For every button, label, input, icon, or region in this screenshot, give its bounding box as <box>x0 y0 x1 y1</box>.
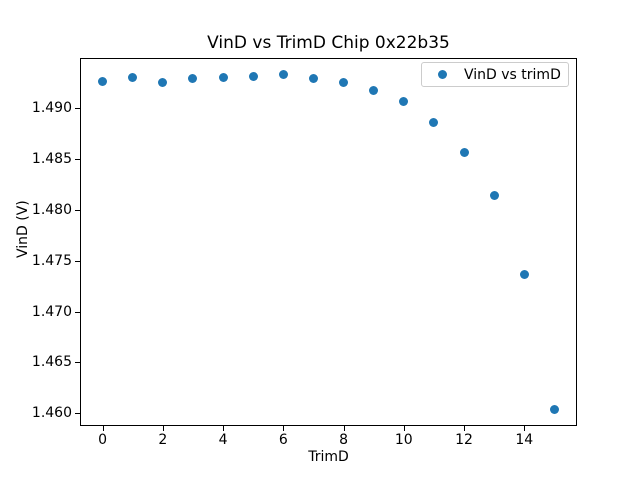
y-tick-label: 1.460 <box>31 405 72 422</box>
y-tick-label: 1.475 <box>31 252 72 269</box>
data-point <box>248 72 258 82</box>
data-point <box>369 85 379 95</box>
y-tick-mark <box>75 159 80 161</box>
y-tick-label: 1.470 <box>31 303 72 320</box>
data-point <box>459 147 469 157</box>
x-tick-label: 0 <box>98 432 108 448</box>
data-point <box>278 70 288 80</box>
data-point <box>98 77 108 87</box>
x-tick-mark <box>524 426 526 431</box>
x-tick-mark <box>343 426 345 431</box>
y-tick-mark <box>75 108 80 110</box>
y-tick-label: 1.490 <box>31 100 72 117</box>
legend: VinD vs trimD <box>421 62 569 87</box>
x-tick-label: 12 <box>455 432 473 448</box>
y-tick-mark <box>75 413 80 415</box>
x-tick-label: 2 <box>158 432 168 448</box>
x-tick-mark <box>403 426 405 431</box>
x-tick-mark <box>283 426 285 431</box>
y-tick-mark <box>75 209 80 211</box>
y-tick-mark <box>75 362 80 364</box>
data-point <box>519 269 529 279</box>
data-point <box>158 78 168 88</box>
data-point <box>308 74 318 84</box>
data-point <box>549 404 559 414</box>
data-point <box>218 73 228 83</box>
x-tick-mark <box>464 426 466 431</box>
y-tick-label: 1.480 <box>31 201 72 218</box>
legend-label: VinD vs trimD <box>464 66 561 83</box>
x-tick-label: 14 <box>515 432 534 448</box>
data-point <box>429 118 439 128</box>
y-tick-label: 1.465 <box>31 354 72 371</box>
y-axis-label-text: VinD (V) <box>14 200 31 258</box>
legend-marker-dot <box>438 70 447 79</box>
x-tick-label: 6 <box>278 432 288 448</box>
x-axis-label: TrimD <box>308 449 349 465</box>
data-point <box>489 191 499 201</box>
y-tick-mark <box>75 260 80 262</box>
data-point <box>339 78 349 88</box>
data-point <box>188 74 198 84</box>
x-tick-mark <box>102 426 104 431</box>
x-tick-label: 4 <box>218 432 228 448</box>
x-tick-mark <box>223 426 225 431</box>
chart-title: VinD vs TrimD Chip 0x22b35 <box>207 33 450 53</box>
y-tick-label: 1.485 <box>31 151 72 168</box>
y-tick-mark <box>75 311 80 313</box>
x-tick-label: 10 <box>394 432 413 448</box>
x-tick-label: 8 <box>339 432 348 448</box>
data-point <box>128 73 138 83</box>
plot-area <box>80 58 577 426</box>
x-tick-mark <box>162 426 164 431</box>
data-point <box>399 96 409 106</box>
